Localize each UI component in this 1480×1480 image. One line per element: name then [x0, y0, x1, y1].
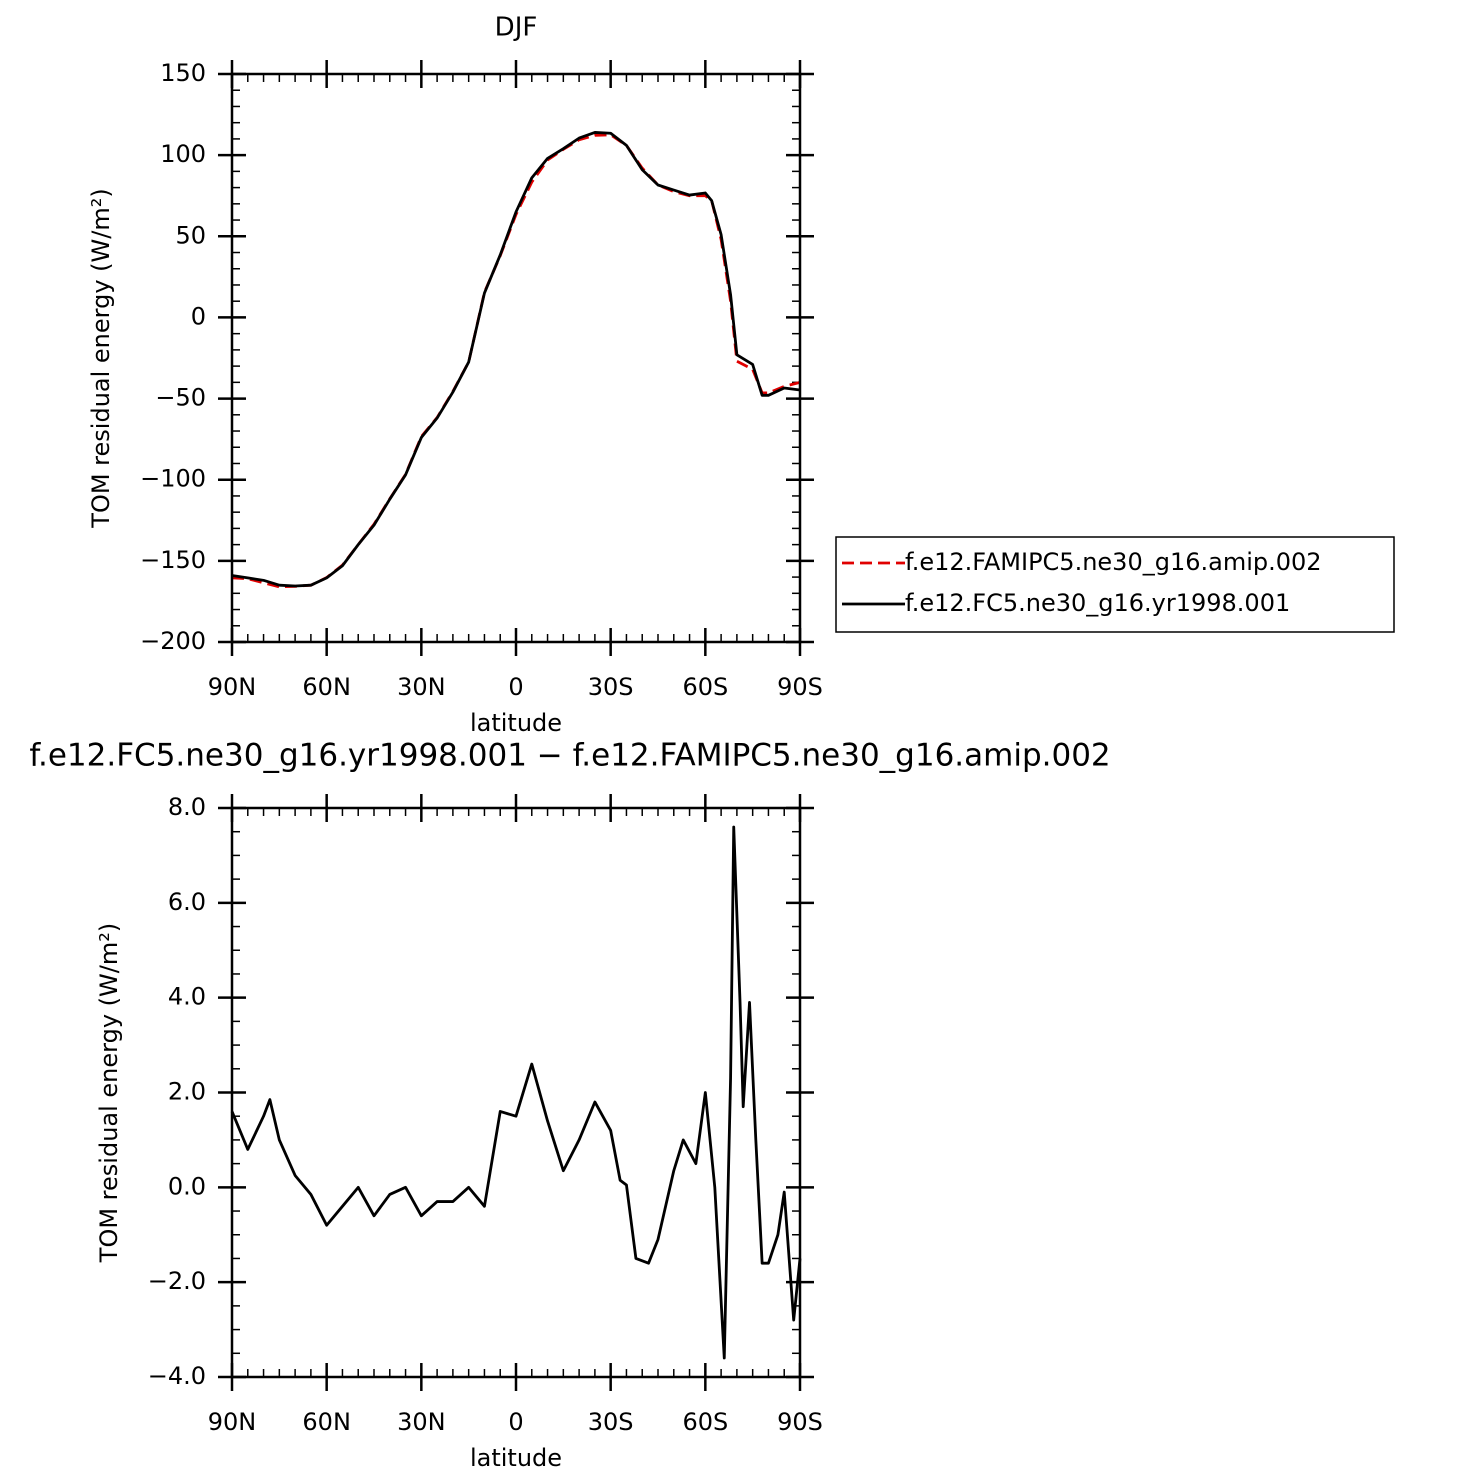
x-tick-label: 60S — [682, 1408, 728, 1436]
legend: f.e12.FAMIPC5.ne30_g16.amip.002 f.e12.FC5… — [835, 536, 1395, 633]
data-line — [230, 825, 802, 1360]
x-tick-label: 90S — [777, 673, 823, 701]
y-tick-label: 50 — [175, 221, 206, 249]
legend-label: f.e12.FC5.ne30_g16.yr1998.001 — [905, 589, 1290, 617]
y-axis-label: TOM residual energy (W/m²) — [95, 923, 123, 1263]
plot-frame — [230, 806, 802, 1379]
y-tick-label: 4.0 — [168, 983, 206, 1011]
plot: f.e12.FC5.ne30_g16.yr1998.001 − f.e12.FA… — [29, 738, 1110, 1473]
y-tick-label: 0.0 — [168, 1172, 206, 1200]
y-tick-label: −200 — [140, 627, 206, 655]
data-line — [231, 133, 801, 589]
y-tick-label: −50 — [155, 384, 206, 412]
x-tick-label: 0 — [508, 673, 523, 701]
legend-label: f.e12.FAMIPC5.ne30_g16.amip.002 — [905, 548, 1322, 576]
y-tick-label: 6.0 — [168, 888, 206, 916]
y-tick-label: 8.0 — [168, 793, 206, 821]
chart-title: DJF — [495, 13, 538, 43]
chart-title: f.e12.FC5.ne30_g16.yr1998.001 − f.e12.FA… — [29, 738, 1110, 774]
x-tick-label: 30S — [588, 673, 634, 701]
y-tick-label: −4.0 — [148, 1362, 206, 1390]
x-tick-label: 60S — [682, 673, 728, 701]
y-tick-label: 150 — [160, 59, 206, 87]
legend-box — [835, 536, 1395, 633]
y-tick-label: 100 — [160, 140, 206, 168]
x-tick-label: 30S — [588, 1408, 634, 1436]
x-tick-label: 60N — [302, 1408, 351, 1436]
x-tick-label: 90S — [777, 1408, 823, 1436]
y-tick-label: −150 — [140, 546, 206, 574]
plot-frame — [230, 72, 802, 644]
x-tick-label: 0 — [508, 1408, 523, 1436]
x-tick-label: 30N — [397, 673, 446, 701]
x-axis-label: latitude — [470, 1444, 562, 1472]
x-tick-label: 30N — [397, 1408, 446, 1436]
plot: DJF latitude TOM residual energy (W/m²) 90N… — [87, 13, 1395, 737]
y-tick-label: 2.0 — [168, 1078, 206, 1106]
data-line — [231, 131, 801, 588]
x-axis-label: latitude — [470, 709, 562, 737]
y-tick-label: 0 — [191, 302, 206, 330]
y-tick-label: −100 — [140, 465, 206, 493]
x-tick-label: 90N — [208, 673, 257, 701]
x-tick-label: 60N — [302, 673, 351, 701]
y-axis-label: TOM residual energy (W/m²) — [87, 188, 115, 528]
x-tick-label: 90N — [208, 1408, 257, 1436]
y-tick-label: −2.0 — [148, 1267, 206, 1295]
